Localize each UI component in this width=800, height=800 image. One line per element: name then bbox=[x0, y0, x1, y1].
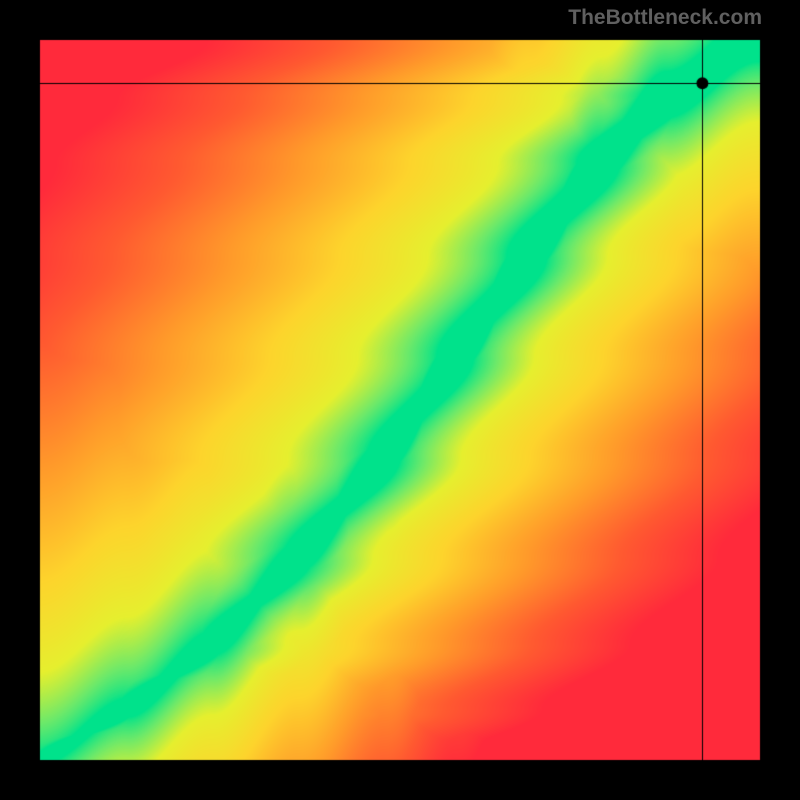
chart-container: TheBottleneck.com bbox=[0, 0, 800, 800]
heatmap-canvas bbox=[0, 0, 800, 800]
attribution-label: TheBottleneck.com bbox=[568, 6, 762, 30]
